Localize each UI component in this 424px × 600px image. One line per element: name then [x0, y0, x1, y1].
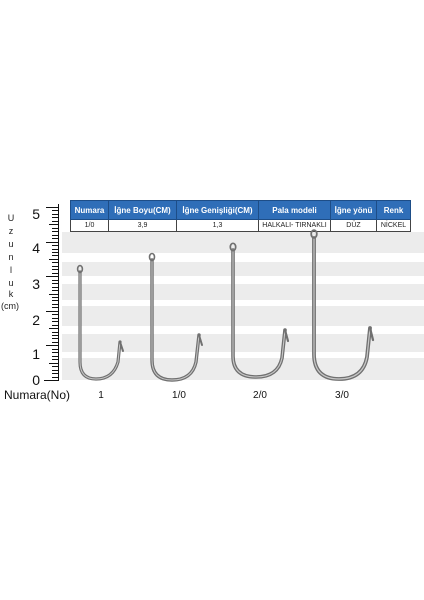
y-axis-title-letter: u [8, 239, 14, 249]
ruler-minor-tick [49, 259, 58, 260]
ruler-minor-tick [52, 300, 58, 301]
y-axis-title-letter: l [10, 265, 12, 275]
ruler-minor-tick [52, 356, 58, 357]
header-igne-yonu: İğne yönü [330, 200, 377, 220]
y-axis-unit: (cm) [1, 301, 19, 311]
header-igne-boyu: İğne Boyu(CM) [108, 200, 177, 220]
ruler-minor-tick [52, 217, 58, 218]
hook-size-1 [76, 264, 124, 381]
ruler-minor-tick [52, 269, 58, 270]
ruler-minor-tick [52, 314, 58, 315]
hook-size-3-0 [310, 229, 375, 381]
cell-igne-boyu: 3,9 [108, 219, 177, 232]
ruler-minor-tick [52, 287, 58, 288]
ruler-major-tick [46, 207, 58, 208]
y-axis-title-letter: U [7, 213, 15, 223]
ruler-axis-line [58, 204, 59, 380]
cell-igne-yonu: DÜZ [330, 219, 377, 232]
hook-number-label: 1 [98, 390, 104, 401]
ruler-minor-tick [52, 214, 58, 215]
ruler-minor-tick [52, 338, 58, 339]
ruler-minor-tick [52, 231, 58, 232]
ruler-minor-tick [52, 290, 58, 291]
ruler-minor-tick [52, 335, 58, 336]
cell-numara: 1/0 [70, 219, 109, 232]
ruler-minor-tick [52, 359, 58, 360]
ruler-minor-tick [52, 304, 58, 305]
header-numara: Numara [70, 200, 109, 220]
hook-number-label: 2/0 [253, 390, 267, 401]
x-axis-title: Numara(No) [4, 388, 71, 402]
y-axis-title-letter: n [8, 252, 14, 262]
ruler-minor-tick [52, 342, 58, 343]
hook-size-2-0 [229, 242, 290, 379]
ruler-minor-tick [52, 325, 58, 326]
hook-number-label: 1/0 [172, 390, 186, 401]
ruler-major-tick [46, 276, 58, 277]
spec-table: Numara İğne Boyu(CM) İğne Genişliği(CM) … [70, 200, 411, 232]
ruler-minor-tick [52, 366, 58, 367]
ruler-major-tick [46, 311, 58, 312]
y-tick-label: 3 [32, 276, 40, 292]
ruler-minor-tick [52, 245, 58, 246]
ruler-minor-tick [52, 377, 58, 378]
ruler-minor-tick [52, 273, 58, 274]
ruler-minor-tick [49, 224, 58, 225]
ruler-minor-tick [52, 283, 58, 284]
ruler-major-tick [46, 242, 58, 243]
background-band [62, 232, 424, 253]
ruler-major-tick [46, 380, 58, 381]
y-axis-title-letter: z [8, 226, 14, 236]
y-tick-label: 5 [32, 206, 40, 222]
ruler-minor-tick [49, 363, 58, 364]
ruler-minor-tick [52, 210, 58, 211]
y-tick-label: 4 [32, 240, 40, 256]
ruler-minor-tick [52, 352, 58, 353]
ruler-minor-tick [52, 228, 58, 229]
ruler-minor-tick [52, 373, 58, 374]
ruler-minor-tick [52, 221, 58, 222]
ruler-minor-tick [52, 266, 58, 267]
y-tick-label: 2 [32, 312, 40, 328]
ruler-minor-tick [52, 307, 58, 308]
ruler-minor-tick [52, 297, 58, 298]
cell-pala-modeli: HALKALI- TIRNAKLI [258, 219, 331, 232]
cell-renk: NİCKEL [376, 219, 411, 232]
ruler-minor-tick [52, 321, 58, 322]
ruler-minor-tick [52, 332, 58, 333]
y-tick-label: 0 [32, 372, 40, 388]
ruler-minor-tick [52, 249, 58, 250]
ruler-minor-tick [52, 262, 58, 263]
hook-size-1-0 [148, 252, 203, 382]
ruler-minor-tick [52, 238, 58, 239]
header-pala-modeli: Pala modeli [258, 200, 331, 220]
spec-table-row: 1/0 3,9 1,3 HALKALI- TIRNAKLI DÜZ NİCKEL [70, 219, 411, 232]
ruler-minor-tick [52, 252, 58, 253]
ruler-minor-tick [52, 235, 58, 236]
ruler-major-tick [46, 345, 58, 346]
ruler-minor-tick [49, 294, 58, 295]
y-axis-title-letter: k [8, 289, 14, 299]
y-tick-label: 1 [32, 346, 40, 362]
ruler-minor-tick [52, 349, 58, 350]
hook-number-label: 3/0 [335, 390, 349, 401]
ruler-minor-tick [52, 370, 58, 371]
ruler-minor-tick [52, 255, 58, 256]
ruler-minor-tick [52, 318, 58, 319]
ruler-minor-tick [49, 328, 58, 329]
y-axis-title-letter: u [8, 278, 14, 288]
ruler-minor-tick [52, 280, 58, 281]
